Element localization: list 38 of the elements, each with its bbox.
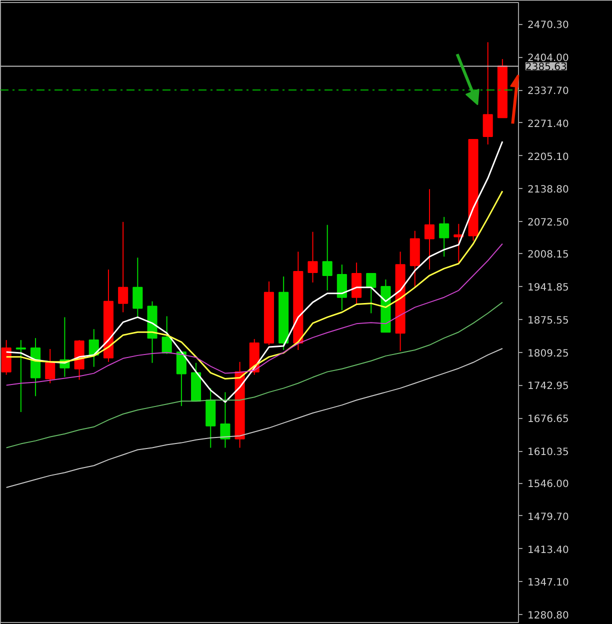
y-tick-label: 2072.50	[528, 218, 569, 229]
y-tick-label: 2138.80	[528, 184, 569, 196]
y-tick-label: 1676.65	[528, 414, 569, 426]
y-tick-label: 1742.95	[528, 381, 569, 392]
candlestick	[366, 273, 376, 314]
y-tick-label: 1941.85	[528, 282, 569, 294]
candlestick	[132, 257, 143, 319]
y-tick-label: 1875.55	[528, 315, 569, 326]
candlestick	[16, 340, 26, 413]
candlestick	[322, 224, 332, 291]
candlestick	[118, 221, 128, 313]
y-tick-label: 1479.70	[528, 512, 569, 523]
candlestick	[176, 351, 186, 407]
y-tick-label: 1546.00	[528, 479, 569, 490]
candlestick	[220, 392, 230, 448]
y-tick-label: 1413.40	[528, 544, 569, 556]
candlestick	[45, 348, 56, 384]
y-tick-label: 2008.15	[528, 250, 569, 261]
candlestick	[424, 188, 435, 270]
candlestick	[336, 264, 347, 311]
y-tick-label: 2271.40	[528, 118, 569, 130]
candlestick	[162, 316, 172, 354]
candlestick	[482, 42, 493, 145]
line-series	[6, 348, 503, 488]
y-tick-label: 1809.25	[528, 348, 569, 360]
candlestick	[352, 262, 362, 305]
y-tick-label: 2470.30	[528, 20, 569, 32]
candlestick	[439, 216, 450, 258]
candlestick	[1, 340, 12, 376]
ref-line-label: 2385.63	[526, 62, 567, 74]
y-tick-label: 2337.70	[528, 86, 569, 98]
line-series	[6, 243, 503, 386]
y-tick-label: 1610.35	[528, 447, 569, 458]
y-tick-label: 2205.10	[528, 152, 569, 163]
candlestick	[308, 231, 318, 283]
y-tick-label: 1347.10	[528, 578, 569, 589]
line-series	[6, 302, 503, 448]
y-tick-label: 1280.80	[528, 610, 569, 622]
